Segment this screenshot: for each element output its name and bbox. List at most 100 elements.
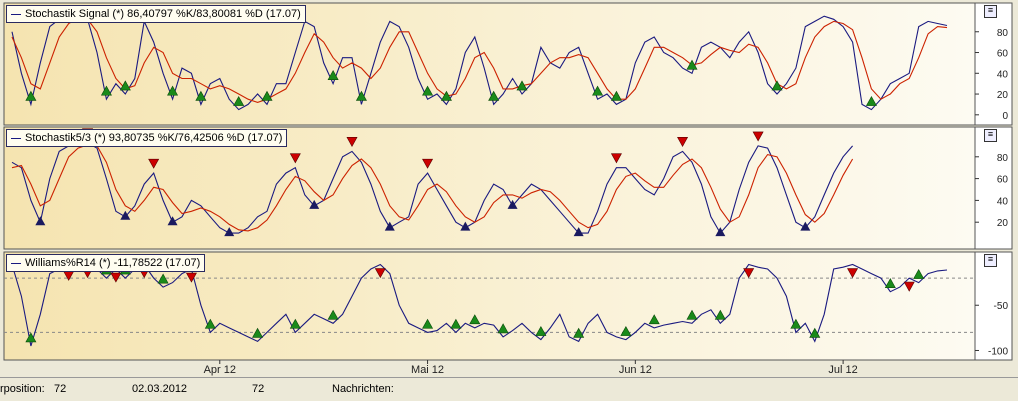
y-tick-label: 20: [997, 90, 1009, 101]
legend-line-icon: [11, 13, 21, 15]
buy-signal-icon: [252, 327, 264, 338]
sell-signal-icon: [422, 158, 434, 169]
y-tick-label: -100: [988, 346, 1008, 357]
buy-signal-icon: [771, 80, 783, 91]
exit-signal-icon: [573, 227, 584, 237]
buy-signal-icon: [327, 70, 339, 80]
status-value2: 72: [252, 383, 265, 395]
buy-signal-icon: [157, 273, 169, 284]
buy-signal-icon: [261, 90, 273, 101]
panel-2: 80 60 40 20: [3, 126, 1013, 250]
panel-background: [3, 2, 976, 126]
sell-signal-icon: [185, 272, 197, 283]
y-tick-label: 60: [997, 175, 1009, 186]
series-line-k: [11, 142, 854, 235]
y-axis-area: [974, 2, 1013, 126]
legend-line-icon: [11, 262, 21, 264]
y-tick-label: -50: [994, 301, 1009, 312]
sell-signal-icon: [610, 153, 622, 164]
buy-signal-icon: [620, 326, 632, 336]
buy-signal-icon: [535, 326, 547, 336]
buy-signal-icon: [497, 323, 509, 334]
series-line-d: [11, 17, 948, 103]
exit-signal-icon: [460, 221, 471, 231]
buy-signal-icon: [516, 80, 528, 91]
buy-signal-icon: [809, 327, 821, 338]
y-axis-area: [974, 251, 1013, 361]
sell-signal-icon: [903, 281, 915, 292]
y-tick-label: 60: [997, 49, 1009, 60]
buy-signal-icon: [913, 269, 925, 279]
buy-signal-icon: [714, 309, 726, 320]
panel1-menu-button[interactable]: ≡: [984, 5, 997, 18]
series-line-k: [11, 15, 948, 111]
panel2-legend-text: Stochastik5/3 (*) 93,80735 %K/76,42506 %…: [25, 132, 283, 144]
y-axis-area: [974, 126, 1013, 250]
panel1-legend[interactable]: Stochastik Signal (*) 86,40797 %K/83,800…: [6, 5, 306, 23]
buy-signal-icon: [686, 59, 698, 70]
buy-signal-icon: [686, 309, 698, 320]
panel3-legend-text: Williams%R14 (*) -11,78522 (17.07): [25, 257, 201, 269]
status-news-label: Nachrichten:: [332, 383, 394, 395]
buy-signal-icon: [865, 96, 877, 106]
buy-signal-icon: [573, 327, 585, 338]
buy-signal-icon: [289, 318, 301, 329]
exit-signal-icon: [800, 221, 811, 231]
panel2-menu-button[interactable]: ≡: [984, 129, 997, 142]
exit-signal-icon: [35, 216, 46, 226]
buy-signal-icon: [450, 318, 462, 329]
exit-signal-icon: [384, 221, 395, 231]
exit-signal-icon: [507, 199, 518, 209]
panel-background: [3, 126, 976, 250]
exit-signal-icon: [715, 227, 726, 237]
buy-signal-icon: [592, 85, 604, 96]
y-tick-label: 80: [997, 28, 1009, 39]
panel1-legend-text: Stochastik Signal (*) 86,40797 %K/83,800…: [25, 8, 301, 20]
status-bar: rposition: 72 02.03.2012 72 Nachrichten:: [0, 377, 1018, 401]
sell-signal-icon: [374, 268, 386, 279]
sell-signal-icon: [148, 158, 160, 169]
buy-signal-icon: [355, 90, 367, 101]
exit-signal-icon: [120, 210, 131, 220]
buy-signal-icon: [327, 309, 339, 320]
y-tick-label: 0: [1002, 111, 1008, 122]
sell-signal-icon: [289, 153, 301, 164]
buy-signal-icon: [119, 80, 131, 91]
x-tick-label: Apr 12: [204, 364, 236, 376]
sell-signal-icon: [346, 137, 358, 147]
x-tick-label: Mai 12: [411, 364, 444, 376]
buy-signal-icon: [25, 332, 37, 343]
exit-signal-icon: [309, 199, 320, 209]
exit-signal-icon: [224, 227, 235, 237]
buy-signal-icon: [790, 318, 802, 329]
y-tick-label: 40: [997, 69, 1009, 80]
status-position-label: rposition:: [0, 383, 45, 395]
buy-signal-icon: [100, 85, 112, 96]
panel-1: 80 60 40 20 0: [3, 2, 1013, 126]
buy-signal-icon: [440, 90, 452, 101]
series-line-williamsr14: [11, 263, 948, 347]
legend-line-icon: [11, 137, 21, 139]
sell-signal-icon: [677, 137, 689, 147]
buy-signal-icon: [422, 318, 434, 329]
y-tick-label: 80: [997, 153, 1009, 164]
status-date: 02.03.2012: [132, 383, 188, 395]
series-line-d: [11, 144, 854, 232]
buy-signal-icon: [195, 90, 207, 101]
panel3-menu-button[interactable]: ≡: [984, 254, 997, 267]
buy-signal-icon: [469, 314, 481, 325]
sell-signal-icon: [847, 268, 859, 279]
panel3-legend[interactable]: Williams%R14 (*) -11,78522 (17.07): [6, 254, 206, 272]
x-tick-label: Jul 12: [828, 364, 857, 376]
panel2-legend[interactable]: Stochastik5/3 (*) 93,80735 %K/76,42506 %…: [6, 129, 288, 147]
sell-signal-icon: [752, 131, 764, 142]
sell-signal-icon: [110, 272, 122, 283]
buy-signal-icon: [204, 318, 216, 329]
buy-signal-icon: [488, 90, 500, 101]
sell-signal-icon: [743, 268, 755, 279]
exit-signal-icon: [167, 216, 178, 226]
chart-canvas: 80 60 40 20 0 80 60 40 20 -50 -100 Apr 12 Mai 12 Jun…: [3, 2, 1013, 376]
buy-signal-icon: [884, 278, 896, 288]
x-tick-label: Jun 12: [619, 364, 652, 376]
